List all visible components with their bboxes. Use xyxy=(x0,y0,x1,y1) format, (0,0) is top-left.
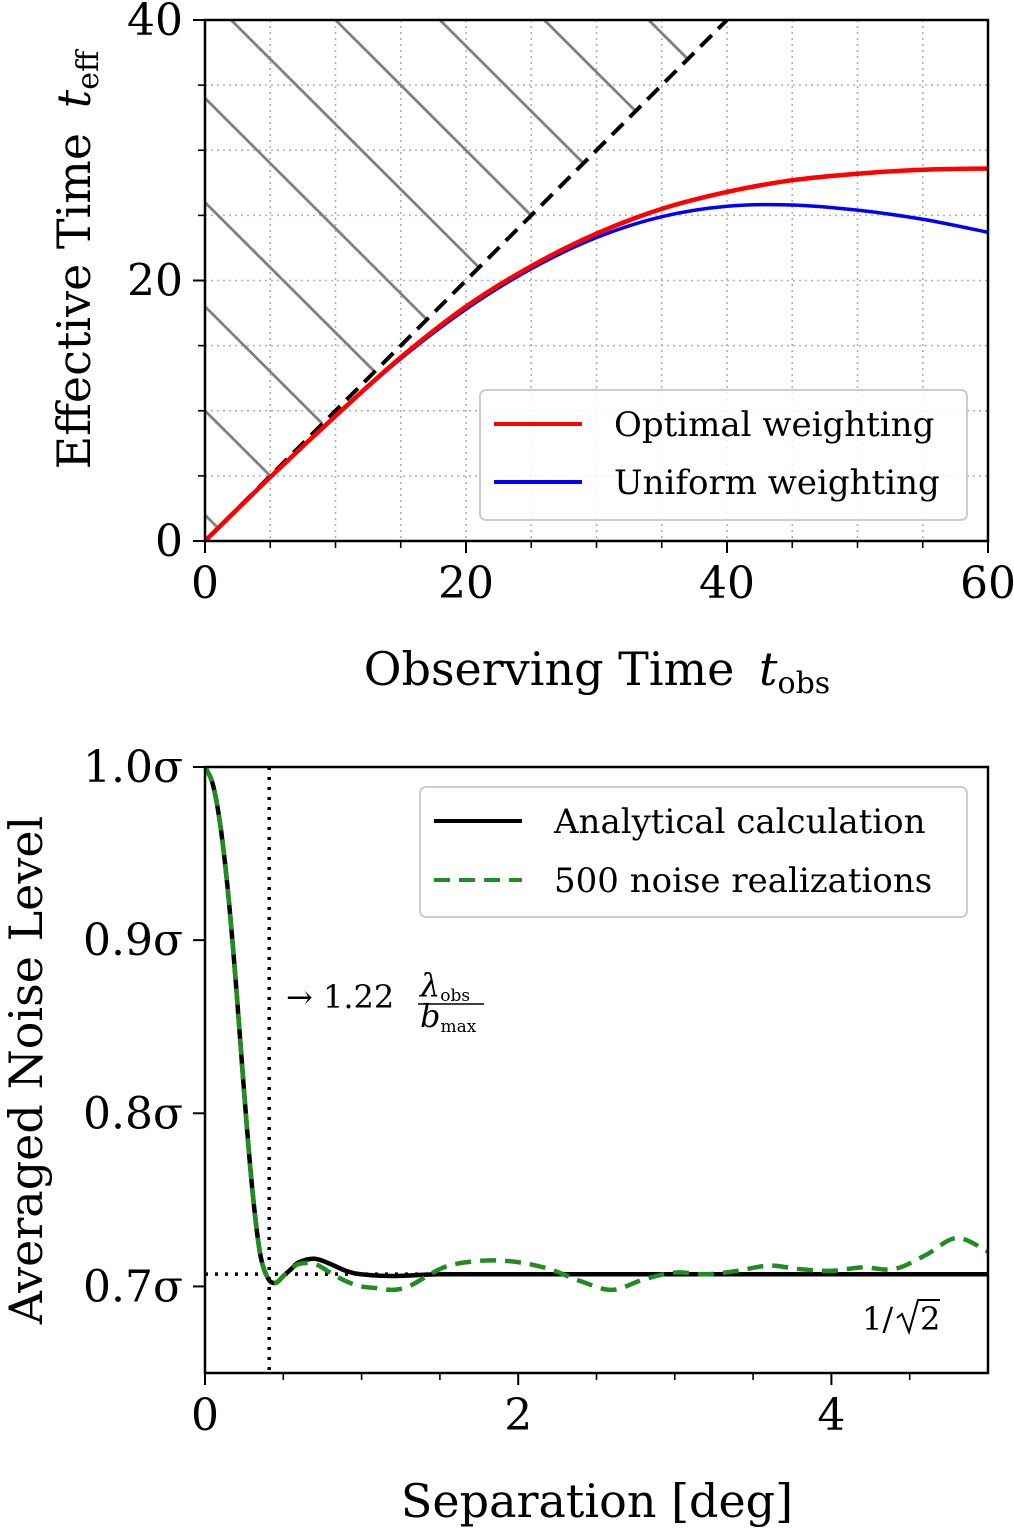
legend: Optimal weighting Uniform weighting xyxy=(479,389,968,521)
x-tick-label: 4 xyxy=(817,1390,845,1441)
series-lines xyxy=(205,166,988,541)
y-tick-label: 0.8σ xyxy=(83,1088,183,1139)
hatch-line xyxy=(205,305,324,425)
x-axis-label-text: Observing Time xyxy=(364,642,735,696)
legend-box xyxy=(479,389,968,521)
hatch-line xyxy=(438,20,585,165)
x-tick-label: 20 xyxy=(438,558,494,609)
vline-annotation-text: → 1.22 xyxy=(286,978,394,1016)
fraction-numerator-sub: obs xyxy=(440,986,470,1006)
y-axis-label-text: Effective Time xyxy=(47,133,101,470)
x-tick-label: 0 xyxy=(191,558,219,609)
series-line-optimal xyxy=(205,166,988,541)
hatch-line xyxy=(205,513,220,529)
hline-annotation-root: 2 xyxy=(920,1300,940,1338)
x-tick-label: 60 xyxy=(960,558,1014,609)
x-axis-label-sub: obs xyxy=(778,666,831,701)
y-tick-label: 0.9σ xyxy=(83,915,183,966)
sqrt-sign xyxy=(896,1299,940,1336)
y-axis-label: Effective Time teff xyxy=(47,48,106,469)
legend-label-analytical: Analytical calculation xyxy=(553,802,926,842)
hatch-line xyxy=(205,409,272,477)
y-tick-label: 0 xyxy=(155,516,183,567)
legend-box xyxy=(419,786,968,918)
y-axis-label-var: t xyxy=(47,89,101,108)
noise-level-chart: 0 2 4 0.7σ 0.8σ 0.9σ 1.0σ → 1.22 λobs bmax 1/ … xyxy=(0,742,990,1528)
fraction-denominator-sub: max xyxy=(440,1017,476,1037)
ticks: 0 2 4 0.7σ 0.8σ 0.9σ 1.0σ xyxy=(83,742,911,1441)
legend-label-realizations: 500 noise realizations xyxy=(554,861,932,901)
x-axis-label-var: t xyxy=(759,642,778,696)
y-tick-label: 1.0σ xyxy=(83,742,183,793)
legend-label-uniform: Uniform weighting xyxy=(614,463,940,503)
legend-label-optimal: Optimal weighting xyxy=(614,405,934,445)
y-axis-label-sub: eff xyxy=(71,48,106,90)
reference-line-y-equals-x xyxy=(205,20,729,541)
fraction-denominator: bmax xyxy=(420,997,477,1037)
x-tick-label: 2 xyxy=(504,1390,532,1441)
hatched-region xyxy=(205,20,689,529)
hatch-line xyxy=(230,20,481,269)
hatch-line xyxy=(334,20,533,217)
ticks: 0 20 40 60 0 20 40 xyxy=(127,0,1014,609)
vline-fraction: λobs bmax xyxy=(418,966,484,1037)
hatch-line xyxy=(205,201,376,373)
y-tick-label: 20 xyxy=(127,256,183,307)
y-tick-label: 40 xyxy=(127,0,183,46)
x-axis-label: Observing Time tobs xyxy=(364,642,830,701)
hatch-line xyxy=(205,97,428,321)
fraction-numerator: λobs xyxy=(418,966,470,1006)
legend: Analytical calculation 500 noise realiza… xyxy=(419,786,968,918)
series-line-realizations xyxy=(205,767,988,1293)
reference-line xyxy=(205,20,729,541)
hline-annotation: 1/ 2 xyxy=(862,1299,940,1338)
y-axis-label: Averaged Noise Level xyxy=(0,816,53,1326)
series-lines xyxy=(205,767,988,1293)
x-axis-label: Separation [deg] xyxy=(401,1474,793,1528)
x-tick-label: 40 xyxy=(699,558,755,609)
hline-annotation-text: 1/ xyxy=(862,1300,893,1338)
y-tick-label: 0.7σ xyxy=(83,1261,183,1312)
vline-annotation: → 1.22 xyxy=(286,978,394,1016)
x-tick-label: 0 xyxy=(191,1390,219,1441)
hatch-line xyxy=(543,20,637,113)
hatch-line xyxy=(647,20,689,61)
